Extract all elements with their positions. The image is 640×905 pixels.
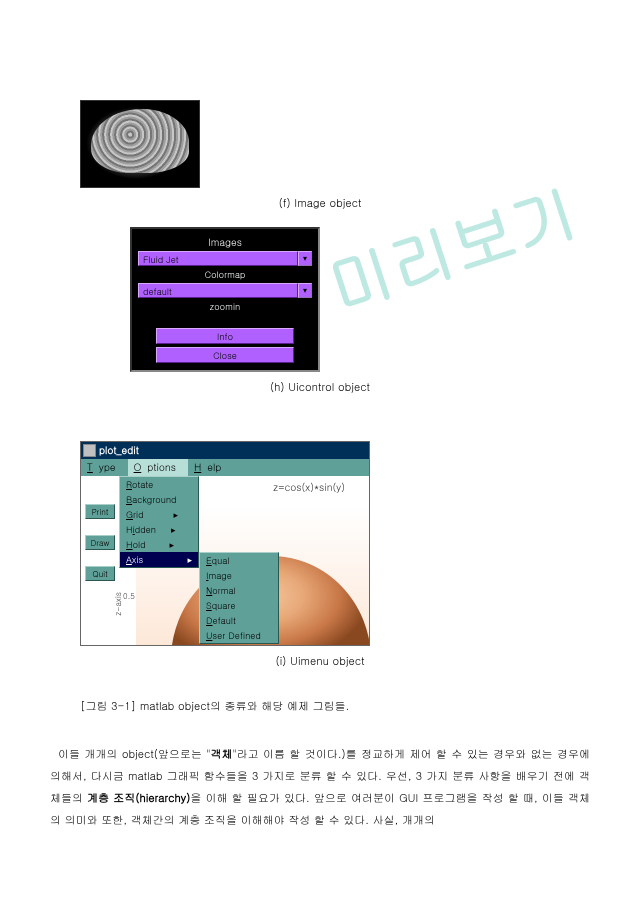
menu-options[interactable]: Options <box>128 459 188 476</box>
uic-section-label: Images <box>138 235 312 249</box>
info-button[interactable]: Info <box>156 328 294 344</box>
chevron-down-icon[interactable]: ▾ <box>298 251 312 266</box>
draw-button[interactable]: Draw <box>85 535 115 550</box>
caption-f: (f) Image object <box>50 196 590 211</box>
dd-axis[interactable]: Axis▸ <box>120 552 198 567</box>
dd-grid[interactable]: Grid ▸ <box>120 507 198 522</box>
dd-hold[interactable]: Hold ▸ <box>120 537 198 552</box>
z-axis-label: z-axis <box>113 592 124 616</box>
window-icon <box>83 444 96 457</box>
figure-f-block: (f) Image object <box>50 100 590 211</box>
sub-user[interactable]: User Defined <box>200 628 278 643</box>
window-titlebar: plot_edit <box>81 442 369 459</box>
menu-help-label: elp <box>201 460 227 474</box>
uimenu-window: plot_edit Type Options Help z=cos(x)*sin… <box>80 441 370 646</box>
figure-i-block: plot_edit Type Options Help z=cos(x)*sin… <box>50 441 590 669</box>
body-p1-a: 이들 개개의 object(앞으로는 " <box>58 747 210 762</box>
quit-button[interactable]: Quit <box>85 566 115 581</box>
body-p1-d-bold: 계층 조직(hierarchy) <box>87 791 190 806</box>
sub-square[interactable]: Square <box>200 598 278 613</box>
close-button[interactable]: Close <box>156 347 294 363</box>
chevron-down-icon[interactable]: ▾ <box>298 283 312 298</box>
uic-sub-colormap: Colormap <box>138 268 312 281</box>
menu-type-label: ype <box>93 460 122 474</box>
options-dropdown: Rotate Background Grid ▸ Hidden ▸ Hold ▸… <box>119 476 199 568</box>
ytick-05: 0.5 <box>123 591 135 602</box>
print-button[interactable]: Print <box>85 504 115 519</box>
uic-sub-zoomin: zoomin <box>138 300 312 313</box>
brain-scan-image <box>80 100 200 188</box>
sub-default[interactable]: Default <box>200 613 278 628</box>
menubar: Type Options Help <box>81 459 369 476</box>
menu-options-label: ptions <box>141 460 182 474</box>
side-button-group: Print Draw Quit <box>85 504 115 581</box>
dd-hidden[interactable]: Hidden ▸ <box>120 522 198 537</box>
body-paragraph-1: 이들 개개의 object(앞으로는 "객체"라고 이름 할 것이다.)를 정교… <box>50 744 590 832</box>
menu-help[interactable]: Help <box>188 459 233 476</box>
figure-main-caption: [그림 3-1] matlab object의 종류와 해당 예제 그림들. <box>80 699 590 714</box>
caption-i: (i) Uimenu object <box>50 654 590 669</box>
sub-normal[interactable]: Normal <box>200 583 278 598</box>
dd-rotate[interactable]: Rotate <box>120 477 198 492</box>
body-p1-b-bold: 객체 <box>210 747 232 762</box>
uic-field-default[interactable]: default <box>138 283 298 298</box>
uicontrol-panel: Images Fluid Jet ▾ Colormap default ▾ zo… <box>130 227 320 372</box>
graph-title: z=cos(x)*sin(y) <box>273 480 345 494</box>
sub-equal[interactable]: Equal <box>200 553 278 568</box>
figure-h-block: Images Fluid Jet ▾ Colormap default ▾ zo… <box>50 227 590 395</box>
dd-background[interactable]: Background <box>120 492 198 507</box>
window-title: plot_edit <box>99 443 139 457</box>
caption-h: (h) Uicontrol object <box>50 380 590 395</box>
menu-type[interactable]: Type <box>81 459 128 476</box>
sub-image[interactable]: Image <box>200 568 278 583</box>
axis-submenu: Equal Image Normal Square Default User D… <box>199 552 279 644</box>
uic-field-fluidjet[interactable]: Fluid Jet <box>138 251 298 266</box>
